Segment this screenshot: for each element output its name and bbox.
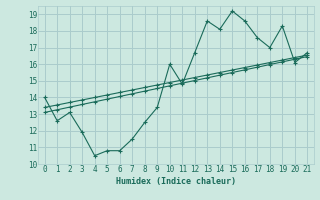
X-axis label: Humidex (Indice chaleur): Humidex (Indice chaleur): [116, 177, 236, 186]
